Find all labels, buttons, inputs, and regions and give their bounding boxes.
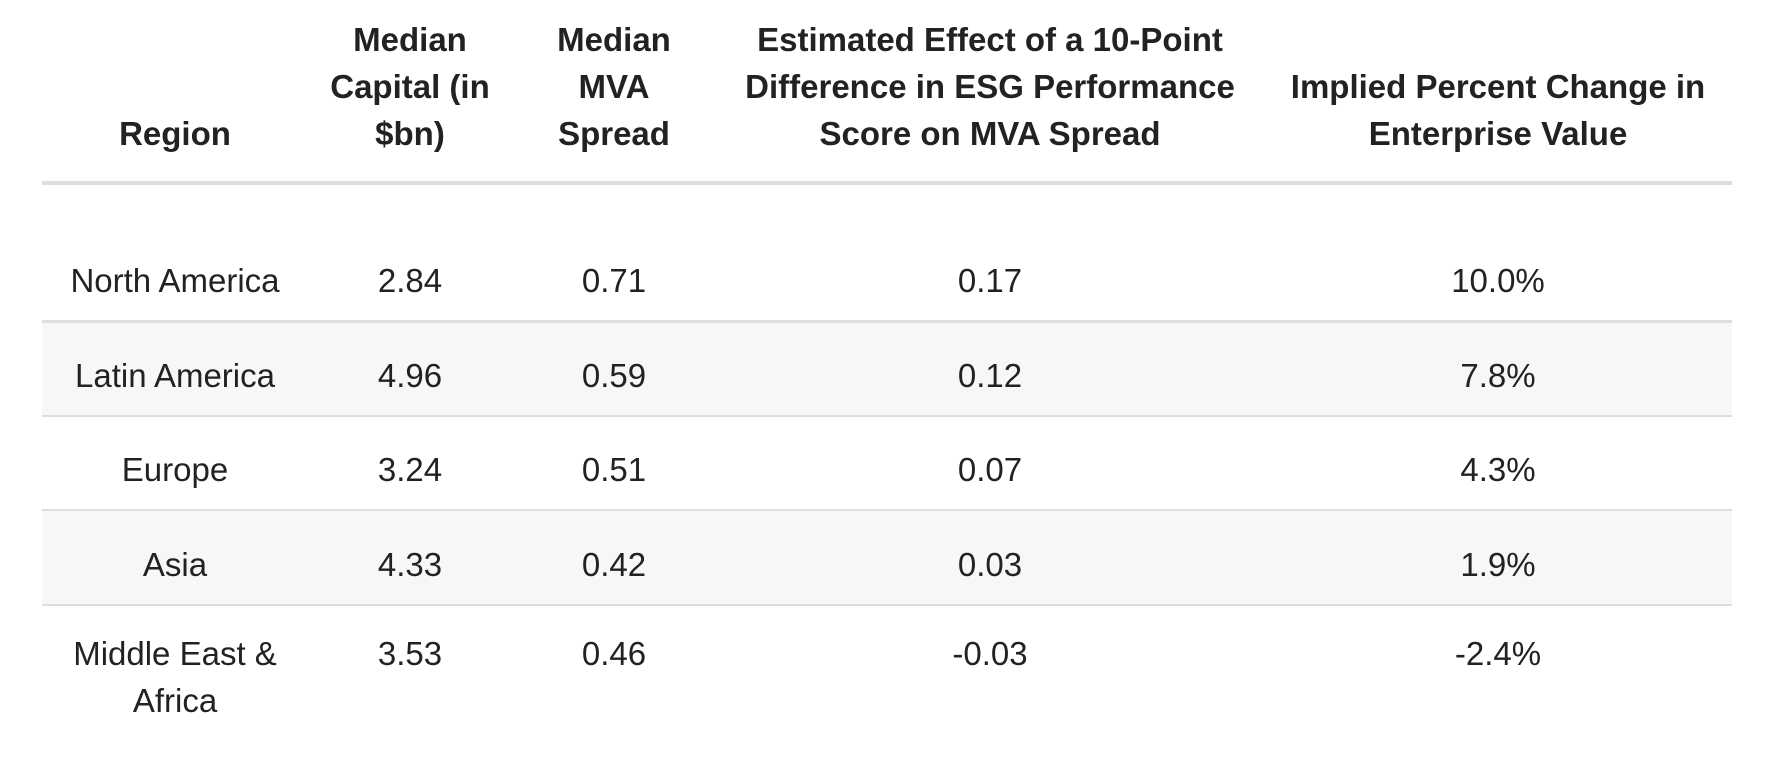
table-body: North America 2.84 0.71 0.17 10.0% Latin… [42, 183, 1732, 740]
header-estimated-effect: Estimated Effect of a 10-Point Differenc… [716, 0, 1264, 185]
cell-capital: 2.84 [308, 183, 512, 323]
cell-capital: 3.53 [377, 635, 443, 672]
cell-capital: 3.24 [308, 416, 512, 511]
cell-spread: 0.42 [512, 510, 716, 606]
cell-spread: 0.46 [581, 635, 647, 672]
cell-capital: 4.33 [308, 510, 512, 606]
table-row: Asia 4.33 0.42 0.03 1.9% [42, 510, 1732, 606]
cell-effect: 0.07 [716, 416, 1264, 511]
cell-region: Europe [42, 416, 308, 511]
header-region: Region [42, 0, 308, 185]
cell-region: North America [42, 183, 308, 323]
cell-spread: 0.71 [512, 183, 716, 323]
table-row: Europe 3.24 0.51 0.07 4.3% [42, 416, 1732, 511]
cell-effect: 0.03 [716, 510, 1264, 606]
cell-implied: -2.4% [1454, 635, 1542, 672]
table-row: Middle East & Africa 3.53 0.46 -0.03 -2.… [42, 605, 1732, 740]
table-row: Latin America 4.96 0.59 0.12 7.8% [42, 321, 1732, 417]
cell-effect: 0.12 [716, 321, 1264, 417]
cell-region: Asia [42, 510, 308, 606]
header-row: Region Median Capital (in $bn) Median MV… [42, 0, 1732, 185]
cell-implied: 1.9% [1264, 510, 1732, 606]
cell-implied: 7.8% [1264, 321, 1732, 417]
esg-region-table: Region Median Capital (in $bn) Median MV… [42, 0, 1732, 740]
cell-spread: 0.51 [512, 416, 716, 511]
cell-implied: 4.3% [1264, 416, 1732, 511]
table-header: Region Median Capital (in $bn) Median MV… [42, 0, 1732, 185]
data-table: Region Median Capital (in $bn) Median MV… [42, 0, 1732, 740]
header-median-capital: Median Capital (in $bn) [308, 0, 512, 185]
cell-implied: 10.0% [1264, 183, 1732, 323]
cell-region: Latin America [42, 321, 308, 417]
cell-effect: -0.03 [952, 635, 1028, 672]
cell-region: Middle East & Africa [73, 635, 277, 719]
header-implied-percent-change: Implied Percent Change in Enterprise Val… [1264, 0, 1732, 185]
cell-effect: 0.17 [716, 183, 1264, 323]
cell-capital: 4.96 [308, 321, 512, 417]
table-row: North America 2.84 0.71 0.17 10.0% [42, 183, 1732, 323]
header-median-mva-spread: Median MVA Spread [512, 0, 716, 185]
cell-spread: 0.59 [512, 321, 716, 417]
